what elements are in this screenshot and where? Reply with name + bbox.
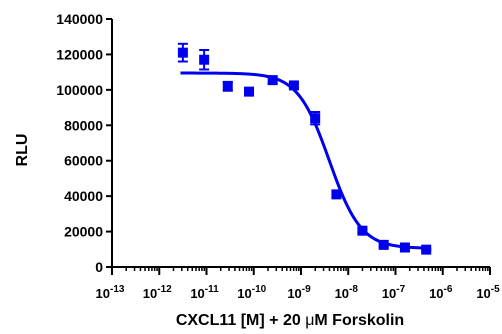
- x-tick-base: 10: [476, 286, 490, 301]
- x-tick-exponent: -13: [110, 284, 125, 295]
- x-tick-exponent: -11: [205, 284, 219, 295]
- x-tick-exponent: -6: [444, 284, 453, 295]
- data-point: [199, 54, 210, 65]
- x-tick-label: 10-8: [335, 284, 359, 301]
- x-tick-base: 10: [382, 286, 396, 301]
- y-tick-label: 140000: [56, 11, 103, 27]
- data-point: [222, 81, 233, 92]
- x-tick-base: 10: [287, 286, 301, 301]
- x-tick-label: 10-12: [143, 284, 172, 301]
- x-tick-base: 10: [96, 286, 110, 301]
- y-tick-label: 40000: [64, 188, 103, 204]
- x-tick-label: 10-9: [287, 284, 311, 301]
- y-axis-label: RLU: [14, 134, 31, 167]
- y-tick-label: 80000: [64, 117, 103, 133]
- x-tick-exponent: -10: [252, 284, 267, 295]
- x-tick-base: 10: [429, 286, 443, 301]
- fit-curve: [180, 71, 427, 250]
- x-tick-base: 10: [237, 286, 251, 301]
- y-tick-label: 0: [95, 259, 103, 275]
- data-point: [310, 113, 321, 124]
- y-tick-label: 120000: [56, 46, 103, 62]
- data-point: [288, 80, 299, 91]
- x-tick-exponent: -12: [157, 284, 172, 295]
- data-point: [331, 189, 342, 200]
- x-tick-label: 10-11: [190, 284, 219, 301]
- data-point: [244, 86, 255, 97]
- x-tick-exponent: -7: [396, 284, 405, 295]
- x-tick-label: 10-5: [476, 284, 500, 301]
- y-tick-label: 100000: [56, 82, 103, 98]
- data-points-layer: [177, 42, 432, 255]
- x-tick-label: 10-7: [382, 284, 406, 301]
- fit-curve-layer: [180, 71, 427, 250]
- y-tick-label: 60000: [64, 153, 103, 169]
- x-tick-exponent: -8: [349, 284, 358, 295]
- data-point: [177, 47, 188, 58]
- data-point: [399, 242, 410, 253]
- y-tick-label: 20000: [64, 224, 103, 240]
- data-point: [267, 75, 278, 86]
- x-tick-base: 10: [143, 286, 157, 301]
- x-axis-label-mu: μ: [305, 312, 314, 329]
- x-tick-exponent: -9: [302, 284, 311, 295]
- x-tick-label: 10-10: [237, 284, 266, 301]
- x-axis-label-rest: M Forskolin: [314, 312, 404, 329]
- axes: 0 20000 40000 60000 80000 100000 120000 140000 1…: [56, 11, 500, 301]
- x-tick-label: 10-6: [429, 284, 453, 301]
- data-point: [378, 239, 389, 250]
- data-point: [357, 225, 368, 236]
- x-tick-label: 10-13: [96, 284, 125, 301]
- x-tick-exponent: -5: [491, 284, 500, 295]
- x-tick-base: 10: [335, 286, 349, 301]
- x-axis-label-main: CXCL11 [M] + 20: [176, 312, 305, 329]
- x-axis-label: CXCL11 [M] + 20 μM Forskolin: [176, 312, 404, 329]
- x-tick-base: 10: [190, 286, 204, 301]
- data-point: [421, 244, 432, 255]
